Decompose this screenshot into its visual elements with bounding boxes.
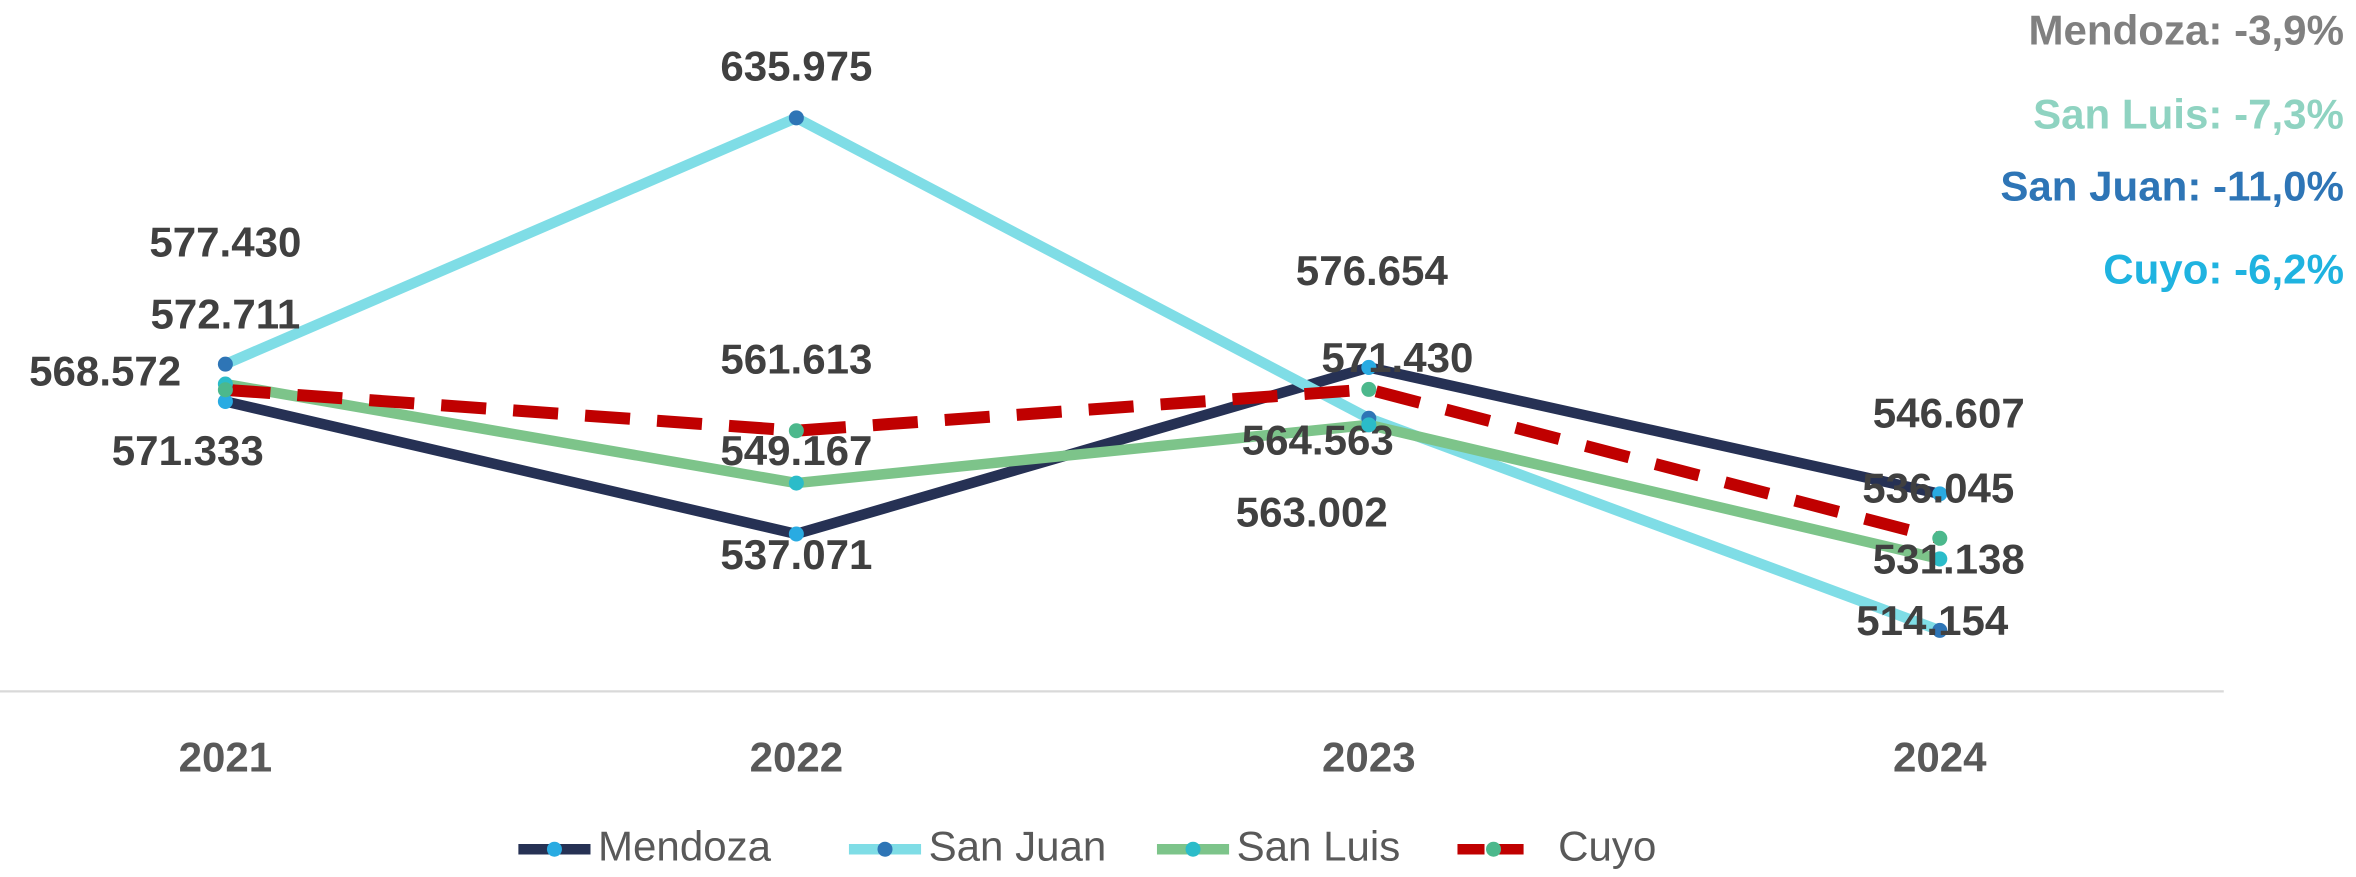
marker <box>1361 381 1377 397</box>
marker <box>1932 486 1948 502</box>
marker <box>217 382 233 398</box>
marker <box>788 423 804 439</box>
legend-label: Cuyo <box>1558 822 1656 869</box>
annotation: Mendoza: -3,9% <box>2028 6 2344 53</box>
marker <box>1361 417 1377 433</box>
marker <box>788 475 804 491</box>
series-line <box>224 378 1941 565</box>
marker <box>217 356 233 372</box>
data-label: 514.154 <box>1856 597 2009 644</box>
series-line <box>223 112 1942 636</box>
legend-marker <box>877 841 893 857</box>
data-label: 537.071 <box>720 531 872 578</box>
legend-label: Mendoza <box>598 822 772 869</box>
legend-label: San Luis <box>1237 822 1401 869</box>
legend-label: San Juan <box>929 822 1107 869</box>
legend-marker <box>1486 841 1502 857</box>
x-tick-label: 2024 <box>1893 734 1987 781</box>
annotation: Cuyo: -6,2% <box>2103 245 2344 292</box>
data-label: 571.333 <box>112 427 264 474</box>
x-tick-label: 2021 <box>179 734 273 781</box>
legend-marker <box>546 841 562 857</box>
data-label: 563.002 <box>1236 489 1388 536</box>
data-label: 576.654 <box>1296 247 1449 294</box>
marker <box>1361 359 1377 375</box>
marker <box>1932 622 1948 638</box>
data-label: 536.045 <box>1862 465 2014 512</box>
data-label: 577.430 <box>149 218 301 265</box>
data-label: 635.975 <box>720 42 872 89</box>
marker <box>1932 551 1948 567</box>
marker <box>788 526 804 542</box>
annotation: San Juan: -11,0% <box>2000 163 2344 210</box>
marker <box>1932 530 1948 546</box>
data-label: 572.711 <box>151 290 301 337</box>
data-label: 546.607 <box>1873 390 2025 437</box>
data-label: 571.430 <box>1321 334 1473 381</box>
marker <box>788 110 804 126</box>
annotation: San Luis: -7,3% <box>2033 91 2344 138</box>
legend-marker <box>1185 841 1201 857</box>
x-tick-label: 2022 <box>750 734 844 781</box>
x-tick-label: 2023 <box>1322 734 1416 781</box>
data-label: 568.572 <box>29 348 181 395</box>
data-label: 561.613 <box>720 335 872 382</box>
data-label: 531.138 <box>1873 535 2025 582</box>
marker <box>217 393 233 409</box>
